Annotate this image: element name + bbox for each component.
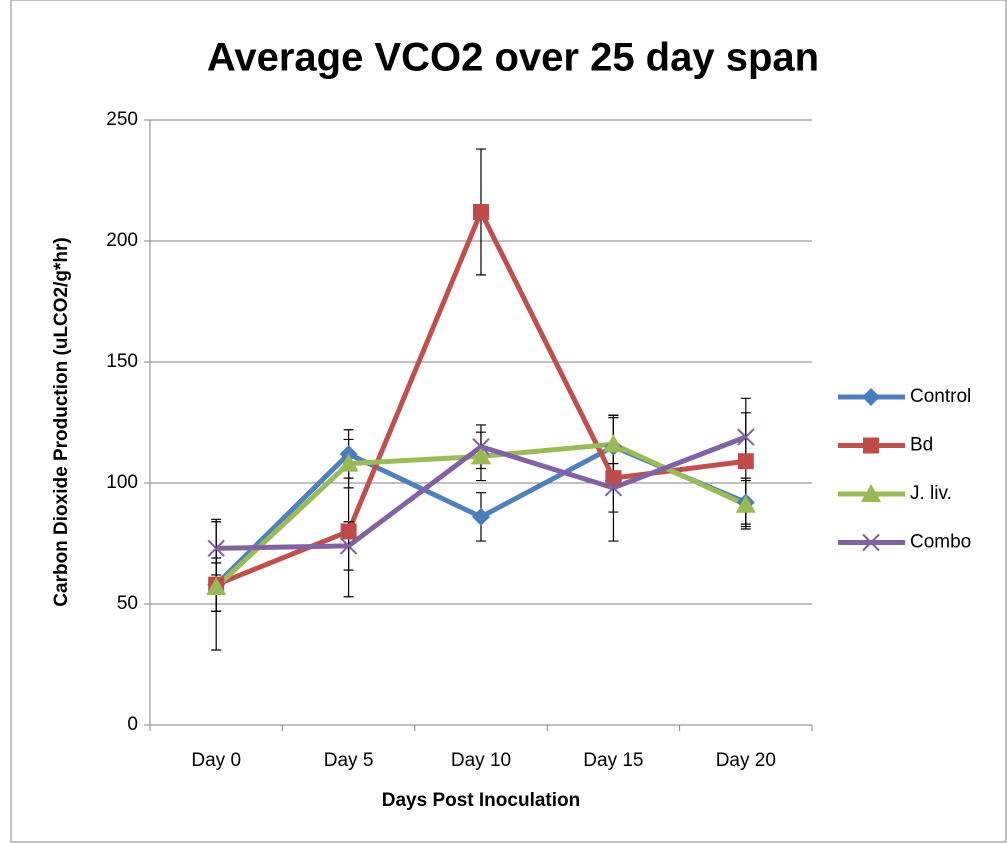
y-tick-label: 200 (106, 230, 138, 251)
marker (862, 533, 880, 552)
chart-title: Average VCO2 over 25 day span (207, 36, 819, 80)
x-tick-label: Day 20 (716, 750, 776, 771)
legend-label: J. liv. (910, 483, 952, 504)
y-tick-label: 50 (117, 593, 138, 614)
marker (735, 494, 756, 513)
x-tick-label: Day 5 (324, 750, 374, 771)
marker (472, 507, 490, 526)
marker (605, 470, 622, 487)
marker (339, 537, 358, 555)
legend-label: Combo (910, 532, 971, 553)
y-tick-label: 250 (106, 109, 138, 130)
marker (206, 577, 227, 596)
marker (471, 446, 491, 465)
marker (338, 453, 359, 472)
marker (604, 479, 623, 497)
legend-label: Control (910, 386, 971, 407)
legend-label: Bd (910, 435, 933, 456)
marker (862, 388, 880, 406)
x-tick-label: Day 0 (191, 750, 241, 771)
chart-border (10, 0, 1007, 843)
marker (340, 523, 357, 540)
y-axis-label: Carbon Dioxide Production (uLCO2/g*hr) (51, 237, 72, 606)
x-tick-label: Day 10 (451, 750, 511, 771)
y-tick-label: 150 (106, 351, 138, 372)
y-tick-label: 100 (106, 472, 138, 493)
marker (473, 203, 489, 220)
marker (472, 437, 490, 456)
x-axis-label: Days Post Inoculation (382, 790, 580, 811)
marker (737, 453, 754, 470)
marker (861, 484, 881, 502)
marker (207, 539, 225, 558)
y-tick-label: 0 (127, 714, 138, 735)
marker (737, 428, 755, 446)
x-tick-label: Day 15 (583, 750, 643, 771)
marker (863, 437, 879, 454)
marker (603, 434, 624, 453)
